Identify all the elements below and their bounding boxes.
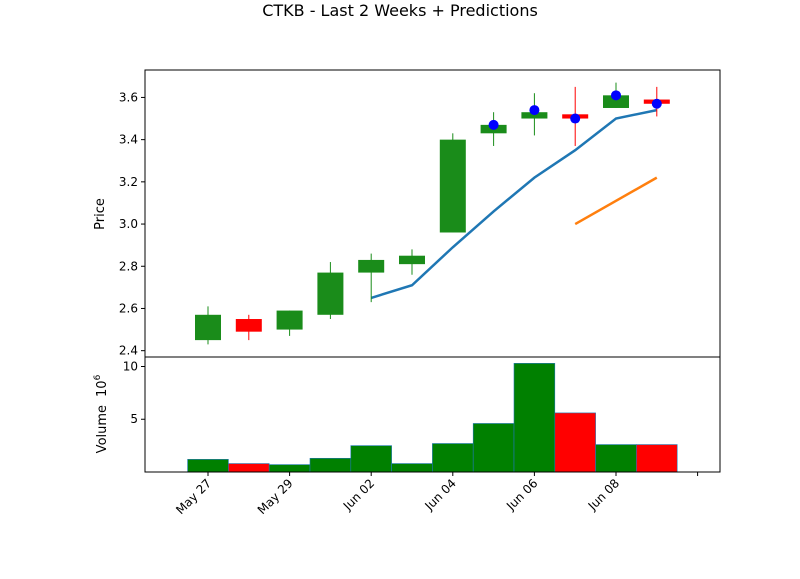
price-y-tick-label: 3.2 bbox=[119, 175, 138, 189]
volume-bar bbox=[268, 464, 311, 473]
x-axis-ticks: May 27 May 29 Jun 02 Jun 04 Jun 06 Jun 08 bbox=[173, 472, 699, 517]
price-y-ticks: 2.4 2.6 2.8 3.0 3.2 3.4 3.6 bbox=[119, 90, 145, 358]
chart-title: CTKB - Last 2 Weeks + Predictions bbox=[262, 1, 538, 20]
candle-body bbox=[276, 310, 303, 330]
x-tick-label: May 27 bbox=[173, 476, 214, 517]
volume-bar bbox=[472, 423, 515, 473]
volume-bar bbox=[554, 412, 596, 473]
volume-bars bbox=[187, 363, 678, 473]
volume-scale-exponent: 6 bbox=[93, 374, 103, 380]
candle-body bbox=[439, 139, 466, 233]
price-y-tick-label: 2.8 bbox=[119, 259, 138, 273]
prediction-marker bbox=[611, 90, 621, 101]
price-y-tick-label: 3.0 bbox=[119, 217, 138, 231]
volume-y-label: Volume 106 bbox=[93, 374, 110, 453]
x-tick-label: Jun 08 bbox=[585, 476, 622, 513]
price-y-tick-label: 3.4 bbox=[119, 133, 138, 147]
prediction-marker bbox=[488, 119, 499, 130]
candle-body bbox=[603, 95, 629, 108]
volume-bar bbox=[391, 463, 433, 473]
x-tick-label: Jun 02 bbox=[340, 476, 377, 513]
candle-body bbox=[358, 259, 385, 273]
volume-bar bbox=[309, 457, 352, 473]
volume-bar bbox=[350, 445, 392, 473]
volume-bar bbox=[187, 459, 229, 473]
volume-y-ticks: 5 10 bbox=[123, 359, 145, 426]
volume-scale-base: 10 bbox=[95, 380, 110, 397]
prediction-marker bbox=[529, 105, 540, 116]
x-tick-label: Jun 06 bbox=[503, 476, 540, 513]
price-y-label: Price bbox=[93, 198, 108, 230]
candle-body bbox=[235, 319, 262, 332]
price-y-tick-label: 3.6 bbox=[119, 90, 138, 104]
prediction-markers bbox=[488, 90, 662, 130]
candlesticks bbox=[195, 82, 670, 345]
prediction-marker bbox=[651, 98, 662, 109]
prediction-line-1 bbox=[370, 108, 658, 300]
prediction-marker bbox=[570, 113, 581, 124]
volume-bar bbox=[636, 444, 678, 473]
volume-bar bbox=[595, 444, 637, 473]
candle-body bbox=[399, 255, 425, 265]
volume-y-tick-label: 5 bbox=[130, 412, 138, 426]
volume-bar bbox=[513, 363, 556, 473]
price-plot-frame bbox=[144, 69, 721, 358]
candle-body bbox=[195, 314, 221, 341]
volume-y-label-text: Volume bbox=[95, 405, 110, 453]
prediction-lines bbox=[370, 108, 658, 300]
price-y-tick-label: 2.4 bbox=[119, 344, 138, 358]
volume-y-tick-label: 10 bbox=[123, 359, 138, 373]
x-tick-label: May 29 bbox=[255, 476, 296, 517]
volume-bar bbox=[432, 443, 474, 473]
volume-plot-frame bbox=[144, 356, 721, 473]
volume-bar bbox=[228, 463, 270, 473]
prediction-line-2 bbox=[574, 176, 658, 226]
candle-body bbox=[521, 112, 548, 119]
price-y-tick-label: 2.6 bbox=[119, 301, 138, 315]
candle-body bbox=[317, 272, 344, 315]
x-tick-label: Jun 04 bbox=[422, 476, 459, 513]
